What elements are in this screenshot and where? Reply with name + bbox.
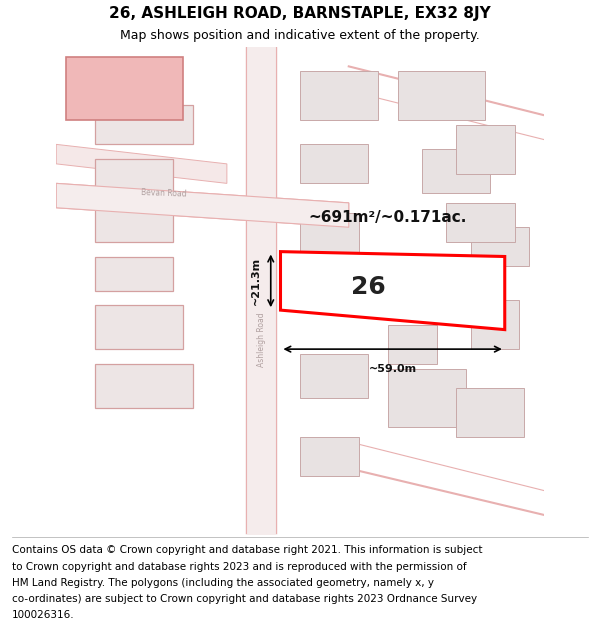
- Bar: [95, 305, 183, 349]
- Text: co-ordinates) are subject to Crown copyright and database rights 2023 Ordnance S: co-ordinates) are subject to Crown copyr…: [12, 594, 477, 604]
- Bar: [300, 213, 359, 252]
- Polygon shape: [281, 252, 505, 329]
- Polygon shape: [66, 57, 183, 120]
- Bar: [300, 71, 378, 120]
- Text: ~691m²/~0.171ac.: ~691m²/~0.171ac.: [308, 210, 467, 225]
- Text: 26, ASHLEIGH ROAD, BARNSTAPLE, EX32 8JY: 26, ASHLEIGH ROAD, BARNSTAPLE, EX32 8JY: [109, 6, 491, 21]
- Text: Bevan Road: Bevan Road: [140, 188, 187, 198]
- Bar: [388, 369, 466, 427]
- Text: Map shows position and indicative extent of the property.: Map shows position and indicative extent…: [120, 29, 480, 42]
- Bar: [95, 106, 193, 144]
- Bar: [95, 159, 173, 193]
- Bar: [95, 364, 193, 408]
- Text: 26: 26: [351, 275, 386, 299]
- Bar: [470, 301, 520, 349]
- Text: Contains OS data © Crown copyright and database right 2021. This information is : Contains OS data © Crown copyright and d…: [12, 545, 482, 555]
- Polygon shape: [56, 183, 349, 228]
- Bar: [456, 125, 515, 174]
- Bar: [95, 208, 173, 242]
- Bar: [300, 354, 368, 398]
- Bar: [95, 256, 173, 291]
- Bar: [300, 144, 368, 183]
- Bar: [300, 437, 359, 476]
- Polygon shape: [56, 183, 349, 228]
- Text: to Crown copyright and database rights 2023 and is reproduced with the permissio: to Crown copyright and database rights 2…: [12, 561, 467, 571]
- Text: ~21.3m: ~21.3m: [251, 257, 261, 305]
- Text: ~59.0m: ~59.0m: [368, 364, 416, 374]
- Text: Ashleigh Road: Ashleigh Road: [257, 312, 265, 367]
- Text: HM Land Registry. The polygons (including the associated geometry, namely x, y: HM Land Registry. The polygons (includin…: [12, 578, 434, 588]
- Bar: [470, 228, 529, 266]
- Bar: [388, 325, 437, 364]
- Bar: [398, 71, 485, 120]
- Bar: [422, 149, 490, 193]
- Bar: [446, 203, 515, 242]
- Polygon shape: [56, 144, 227, 183]
- Bar: [456, 388, 524, 437]
- Text: 100026316.: 100026316.: [12, 611, 74, 621]
